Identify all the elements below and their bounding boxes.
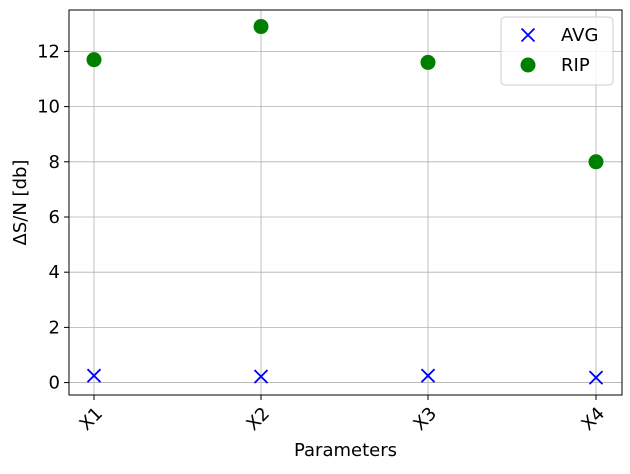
avg-point	[420, 368, 436, 383]
x-tick-label: X4	[577, 403, 609, 435]
rip-point	[420, 54, 436, 70]
y-tick-label: 4	[49, 262, 60, 283]
avg-point-legend-marker	[520, 27, 536, 43]
x-axis-ticks: X1 X2 X3 X4	[75, 395, 609, 435]
legend-label: AVG	[561, 25, 598, 46]
y-axis-ticks: 0 2 4 6 8 10 12	[37, 41, 69, 394]
x-tick-label: X2	[242, 403, 274, 435]
y-tick-label: 12	[37, 41, 60, 62]
data-marks	[86, 19, 604, 385]
y-tick-label: 8	[49, 152, 60, 173]
avg-point	[588, 370, 604, 385]
rip-point	[86, 52, 102, 68]
y-tick-label: 2	[49, 317, 60, 338]
x-tick-label: X1	[75, 403, 107, 435]
rip-point	[253, 19, 269, 35]
rip-point	[588, 154, 604, 170]
avg-point	[253, 369, 269, 384]
rip-point-legend-marker	[520, 57, 536, 73]
avg-point	[86, 368, 102, 383]
x-axis-label: Parameters	[294, 440, 397, 461]
y-axis-label: ΔS/N [db]	[10, 160, 31, 246]
legend-label: RIP	[561, 55, 590, 76]
plot-frame	[68, 9, 623, 396]
y-tick-label: 6	[49, 207, 60, 228]
legend: AVG RIP	[500, 16, 614, 86]
y-tick-label: 10	[37, 97, 60, 118]
x-tick-label: X3	[409, 403, 441, 435]
y-tick-label: 0	[49, 373, 60, 394]
